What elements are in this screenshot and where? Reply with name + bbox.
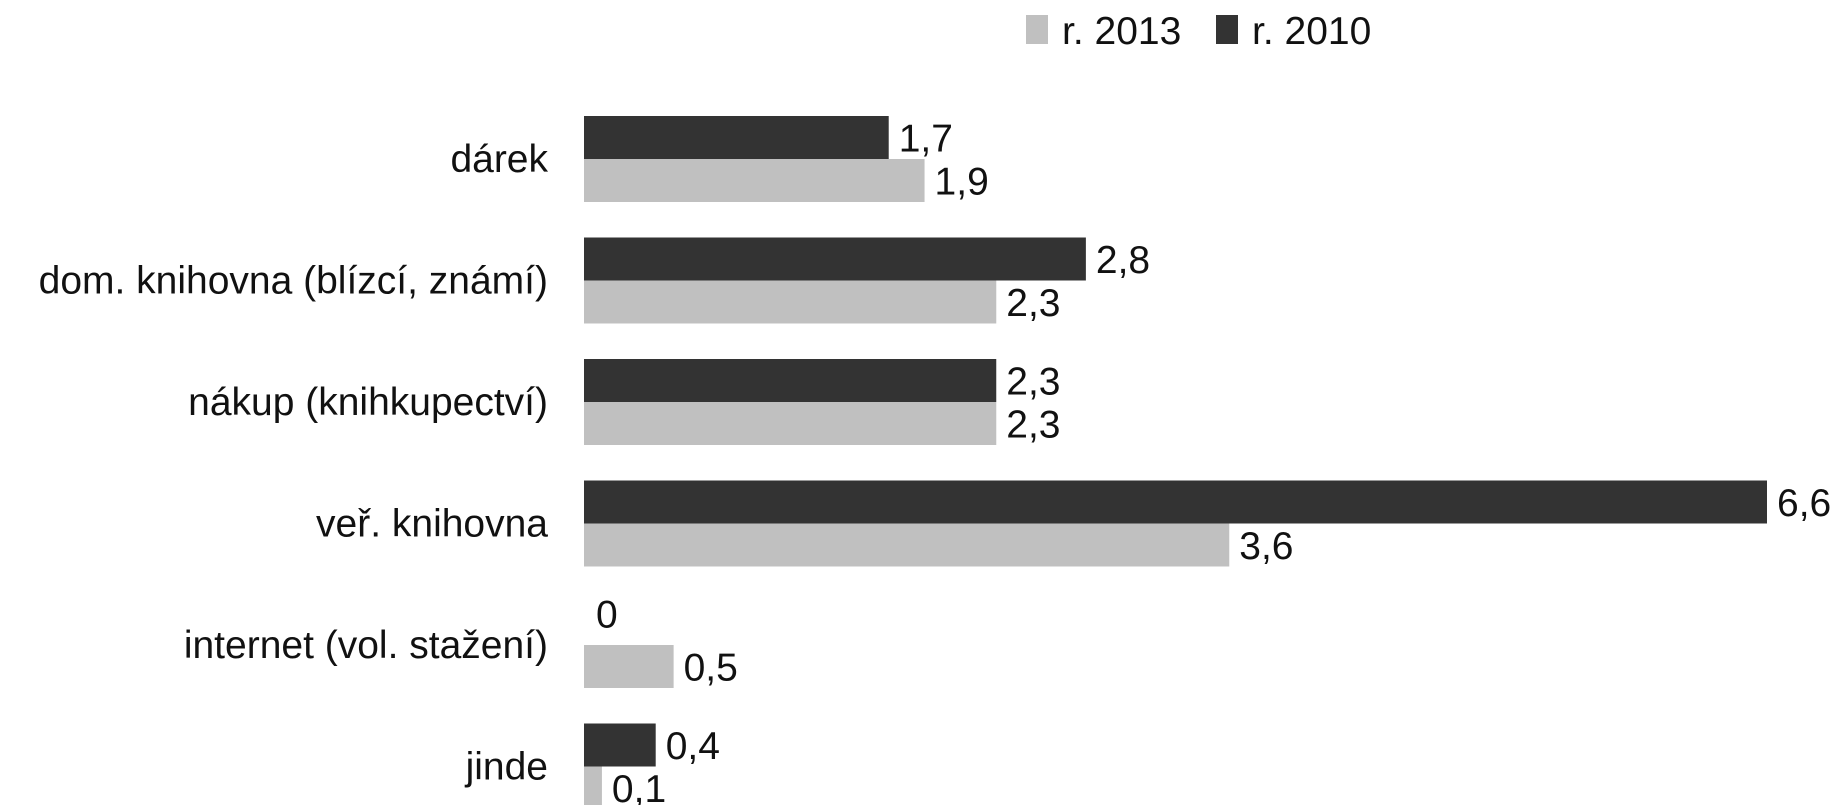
data-label-r-2010-darek: 1,7 — [899, 118, 953, 161]
category-label-jinde: jinde — [465, 746, 548, 789]
bar-r-2013-ver-knihovna — [584, 523, 1230, 567]
value-labels: 1,71,92,82,32,32,36,63,600,50,40,1 — [596, 118, 1831, 805]
legend-swatch-r-2010 — [1216, 15, 1238, 44]
data-label-r-2013-jinde: 0,1 — [612, 768, 666, 805]
data-label-r-2010-internet-vol-stazeni: 0 — [596, 594, 618, 637]
legend-swatch-r-2013 — [1026, 15, 1048, 44]
bar-r-2010-darek — [584, 116, 889, 159]
bar-r-2013-dom-knihovna-blizci-znami — [584, 280, 997, 324]
data-label-r-2010-jinde: 0,4 — [666, 725, 720, 768]
category-label-ver-knihovna: veř. knihovna — [316, 503, 548, 546]
data-label-r-2013-ver-knihovna: 3,6 — [1239, 525, 1293, 568]
bar-r-2013-darek — [584, 159, 925, 202]
data-label-r-2013-darek: 1,9 — [935, 161, 989, 204]
data-label-r-2013-internet-vol-stazeni: 0,5 — [684, 647, 738, 690]
legend: r. 2013 r. 2010 — [1026, 10, 1371, 53]
data-label-r-2013-nakup-knihkupectvi: 2,3 — [1006, 404, 1060, 447]
bar-r-2013-jinde — [584, 766, 602, 805]
legend-label-r-2010: r. 2010 — [1252, 10, 1371, 53]
data-label-r-2010-ver-knihovna: 6,6 — [1777, 482, 1831, 525]
bar-r-2010-nakup-knihkupectvi — [584, 359, 997, 402]
category-label-dom-knihovna-blizci-znami: dom. knihovna (blízcí, známí) — [39, 260, 548, 303]
bar-r-2010-dom-knihovna-blizci-znami — [584, 237, 1086, 281]
category-label-darek: dárek — [450, 138, 548, 181]
bar-r-2013-internet-vol-stazeni — [584, 645, 674, 688]
category-label-nakup-knihkupectvi: nákup (knihkupectví) — [188, 381, 548, 424]
data-label-r-2013-dom-knihovna-blizci-znami: 2,3 — [1006, 282, 1060, 325]
bar-r-2010-ver-knihovna — [584, 480, 1767, 524]
data-label-r-2010-nakup-knihkupectvi: 2,3 — [1006, 361, 1060, 404]
category-labels: dárek dom. knihovna (blízcí, známí) nákup … — [39, 138, 549, 789]
bar-r-2013-nakup-knihkupectvi — [584, 402, 997, 445]
bars — [584, 116, 1767, 805]
data-label-r-2010-dom-knihovna-blizci-znami: 2,8 — [1096, 239, 1150, 282]
bar-r-2010-jinde — [584, 723, 656, 767]
category-label-internet-vol-stazeni: internet (vol. stažení) — [184, 624, 548, 667]
legend-label-r-2013: r. 2013 — [1062, 10, 1181, 53]
